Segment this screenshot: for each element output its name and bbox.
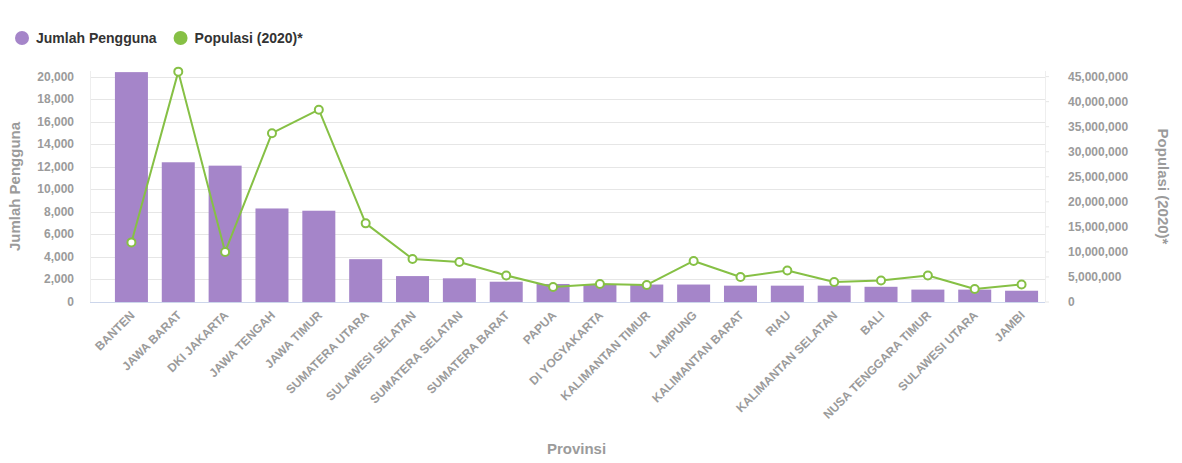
- bar: [349, 259, 382, 302]
- y-tick-label: 20,000: [37, 70, 74, 84]
- line-marker: [221, 248, 229, 256]
- line-marker: [971, 285, 979, 293]
- line-marker: [596, 280, 604, 288]
- x-tick-label: RIAU: [763, 308, 794, 339]
- line-marker: [877, 276, 885, 284]
- line-marker: [736, 273, 744, 281]
- y2-tick-label: 25,000,000: [1068, 170, 1128, 184]
- bar: [209, 166, 242, 302]
- y2-tick-label: 15,000,000: [1068, 220, 1128, 234]
- y-tick-label: 10,000: [37, 182, 74, 196]
- x-tick-label: JAMBI: [991, 308, 1027, 344]
- y2-tick-label: 20,000,000: [1068, 195, 1128, 209]
- x-axis-title: Provinsi: [547, 440, 606, 457]
- legend-marker: [174, 31, 188, 45]
- line-marker: [690, 257, 698, 265]
- y-axis-line: [90, 71, 91, 302]
- y-tick-label: 16,000: [37, 115, 74, 129]
- x-tick-label: JAWA TENGAH: [206, 308, 278, 380]
- bar: [490, 282, 523, 302]
- x-tick-label: SULAWESI UTARA: [895, 308, 981, 394]
- x-tick-label: KALIMANTAN BARAT: [649, 308, 747, 406]
- legend-marker: [15, 31, 29, 45]
- bar: [1005, 291, 1038, 302]
- legend-label: Jumlah Pengguna: [36, 30, 157, 46]
- x-tick-label: SUMATERA UTARA: [283, 308, 372, 397]
- bar: [818, 286, 851, 302]
- bar: [724, 286, 757, 302]
- grid-line: [90, 77, 1045, 78]
- y2-tick-label: 30,000,000: [1068, 145, 1128, 159]
- plot-area: [115, 68, 1038, 302]
- y2-axis-title: Populasi (2020)*: [1155, 129, 1172, 245]
- y-tick-label: 8,000: [44, 205, 74, 219]
- bar: [865, 287, 898, 302]
- bar: [255, 208, 288, 302]
- y2-tick-label: 10,000,000: [1068, 245, 1128, 259]
- x-tick-label: BANTEN: [92, 308, 137, 353]
- line-marker: [268, 129, 276, 137]
- x-tick-label: KALIMANTAN TIMUR: [558, 308, 653, 403]
- line-marker: [549, 283, 557, 291]
- y2-tick-label: 0: [1068, 295, 1075, 309]
- grid-line: [90, 122, 1045, 123]
- y-tick-label: 6,000: [44, 227, 74, 241]
- legend-label: Populasi (2020)*: [195, 30, 304, 46]
- line-marker: [362, 219, 370, 227]
- y-axis-title: Jumlah Pengguna: [6, 121, 23, 251]
- bar: [911, 290, 944, 302]
- y-tick-label: 2,000: [44, 272, 74, 286]
- line-marker: [315, 106, 323, 114]
- line-marker: [502, 271, 510, 279]
- grid-line: [90, 302, 1045, 303]
- line-marker: [174, 68, 182, 76]
- line-marker: [783, 266, 791, 274]
- y2-tick-label: 45,000,000: [1068, 70, 1128, 84]
- y2-axis-line: [1045, 71, 1046, 302]
- x-tick-label: BALI: [857, 308, 887, 338]
- x-tick-label: SUMATERA SELATAN: [367, 308, 465, 406]
- y-tick-label: 12,000: [37, 160, 74, 174]
- x-tick-label: KALIMANTAN SELATAN: [733, 308, 840, 415]
- bar: [115, 72, 148, 302]
- line-marker: [455, 258, 463, 266]
- line-marker: [127, 238, 135, 246]
- x-tick-label: PAPUA: [520, 308, 559, 347]
- line-marker: [409, 255, 417, 263]
- x-tick-label: SUMATERA BARAT: [424, 308, 513, 397]
- grid-line: [90, 99, 1045, 100]
- grid-line: [90, 144, 1045, 145]
- bar: [396, 276, 429, 302]
- bar: [302, 211, 335, 302]
- line-marker: [1018, 280, 1026, 288]
- chart: 0 2,000 4,000 6,000 8,000 10,000 12,000 14,000 1…: [0, 0, 1182, 463]
- bar: [771, 286, 804, 302]
- y2-tick-label: 5,000,000: [1068, 270, 1122, 284]
- line-marker: [643, 281, 651, 289]
- bar: [677, 285, 710, 302]
- line-marker: [924, 271, 932, 279]
- y-tick-label: 18,000: [37, 92, 74, 106]
- y-tick-label: 14,000: [37, 137, 74, 151]
- y2-tick-label: 40,000,000: [1068, 95, 1128, 109]
- bar: [443, 278, 476, 302]
- line-marker: [830, 278, 838, 286]
- x-tick-label: SULAWESI SELATAN: [323, 308, 418, 403]
- line: [131, 72, 1021, 289]
- y-tick-label: 4,000: [44, 250, 74, 264]
- bar: [162, 162, 195, 302]
- y-tick-label: 0: [67, 295, 74, 309]
- y2-tick-label: 35,000,000: [1068, 120, 1128, 134]
